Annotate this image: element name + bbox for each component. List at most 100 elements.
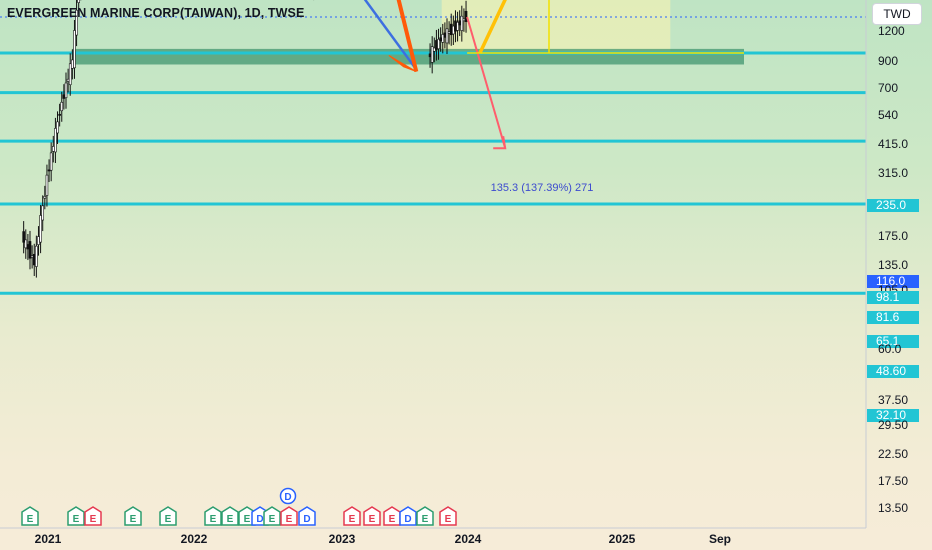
badge-letter: D bbox=[303, 514, 310, 525]
dividend-marker: D bbox=[279, 487, 297, 505]
candle-body bbox=[443, 32, 447, 38]
dividend-marker-letter: D bbox=[284, 492, 291, 503]
event-badges: E E E E E E E E D E E D E E E D E ED bbox=[21, 487, 457, 526]
candle-body bbox=[454, 20, 457, 32]
candle bbox=[32, 243, 36, 277]
price-axis: 1200 900 700 540 415.0 315.0 235.0 175.0 135.0 11… bbox=[865, 0, 919, 528]
candle bbox=[54, 117, 57, 163]
candle-body bbox=[452, 25, 455, 35]
badge-letter: E bbox=[422, 514, 429, 525]
candle-body bbox=[54, 128, 57, 153]
badge-shape bbox=[399, 506, 417, 526]
badge-shape bbox=[21, 506, 39, 526]
price-tick-label: 235.0 bbox=[876, 198, 906, 212]
candle bbox=[62, 84, 66, 110]
candle bbox=[66, 68, 70, 93]
candle bbox=[456, 11, 459, 42]
candle-body bbox=[32, 253, 36, 266]
candle bbox=[437, 28, 440, 60]
candle bbox=[43, 185, 47, 210]
candle-body bbox=[456, 21, 459, 31]
price-tick-label: 32.10 bbox=[876, 408, 906, 422]
earnings-badge: E bbox=[124, 506, 142, 526]
price-tick-label: 22.50 bbox=[878, 447, 908, 461]
dividend-badge: D bbox=[298, 506, 316, 526]
candle-body bbox=[432, 47, 436, 52]
candle-body bbox=[430, 46, 434, 63]
price-tick-label: 700 bbox=[878, 81, 898, 95]
candle bbox=[441, 23, 445, 54]
badge-shape bbox=[221, 506, 239, 526]
candle-body bbox=[22, 231, 25, 243]
price-tick-label: 315.0 bbox=[878, 166, 908, 180]
candle bbox=[464, 0, 468, 33]
candle-body bbox=[77, 0, 80, 3]
price-label-highlight: 48.60 bbox=[867, 364, 919, 378]
candle bbox=[445, 18, 449, 54]
candle-body bbox=[37, 236, 40, 245]
candle-body bbox=[68, 63, 72, 86]
earnings-badge: E bbox=[416, 506, 434, 526]
projection-down-head bbox=[493, 136, 507, 150]
price-label-bg bbox=[867, 311, 919, 324]
candle bbox=[73, 19, 76, 79]
currency-button[interactable]: TWD bbox=[872, 3, 922, 25]
target-zone bbox=[441, 0, 671, 54]
candle-body bbox=[35, 245, 38, 267]
candle bbox=[26, 233, 30, 261]
candle-body bbox=[437, 39, 440, 50]
badge-shape bbox=[263, 506, 281, 526]
badge-letter: E bbox=[73, 514, 80, 525]
earnings-badge: E bbox=[67, 506, 85, 526]
candle bbox=[24, 229, 28, 259]
badge-shape bbox=[439, 506, 457, 526]
earnings-badge: E bbox=[221, 506, 239, 526]
badge-letter: D bbox=[256, 514, 263, 525]
measure-label: 135.3 (137.39%) 271 bbox=[491, 182, 594, 194]
badge-shape bbox=[159, 506, 177, 526]
earnings-badge: E bbox=[204, 506, 222, 526]
badge-letter: E bbox=[445, 514, 452, 525]
candle bbox=[64, 72, 68, 109]
candle-body bbox=[460, 15, 464, 31]
badge-letter: E bbox=[210, 514, 217, 525]
candle bbox=[460, 5, 464, 42]
price-tick-label: 135.0 bbox=[878, 258, 908, 272]
candle-body bbox=[43, 196, 47, 199]
price-tick-label: 65.1 bbox=[876, 334, 900, 348]
price-tick-label: 1200 bbox=[878, 24, 905, 38]
candle bbox=[60, 91, 64, 122]
price-tick-label: 17.50 bbox=[878, 474, 908, 488]
candle-body bbox=[71, 59, 74, 69]
candle-body bbox=[458, 20, 461, 26]
badge-letter: E bbox=[349, 514, 356, 525]
badge-shape bbox=[298, 506, 316, 526]
badge-shape bbox=[363, 506, 381, 526]
candle-body bbox=[449, 23, 453, 36]
price-tick-label: 37.50 bbox=[878, 393, 908, 407]
earnings-badge: E bbox=[383, 506, 401, 526]
pattern-pointer bbox=[388, 55, 417, 73]
earnings-badge: E bbox=[280, 506, 298, 526]
time-tick-label: Sep bbox=[709, 532, 731, 546]
candle-body bbox=[28, 241, 32, 259]
candle-body bbox=[45, 174, 49, 196]
price-label-bg bbox=[867, 199, 919, 212]
price-tick-label: 175.0 bbox=[878, 229, 908, 243]
price-tick-label: 116.0 bbox=[876, 274, 905, 288]
dividend-badge: D bbox=[399, 506, 417, 526]
dividend-marker-circle bbox=[279, 487, 297, 505]
price-label-highlight: 81.6 bbox=[867, 310, 919, 324]
badge-letter: E bbox=[244, 514, 251, 525]
time-tick-label: 2023 bbox=[329, 532, 356, 546]
badge-shape bbox=[67, 506, 85, 526]
earnings-badge: E bbox=[21, 506, 39, 526]
badge-shape bbox=[204, 506, 222, 526]
price-tick-label: 540 bbox=[878, 108, 898, 122]
price-label-highlight: 98.1 bbox=[867, 290, 919, 304]
earnings-badge: E bbox=[363, 506, 381, 526]
candle-body bbox=[39, 215, 42, 243]
badge-letter: D bbox=[404, 514, 411, 525]
